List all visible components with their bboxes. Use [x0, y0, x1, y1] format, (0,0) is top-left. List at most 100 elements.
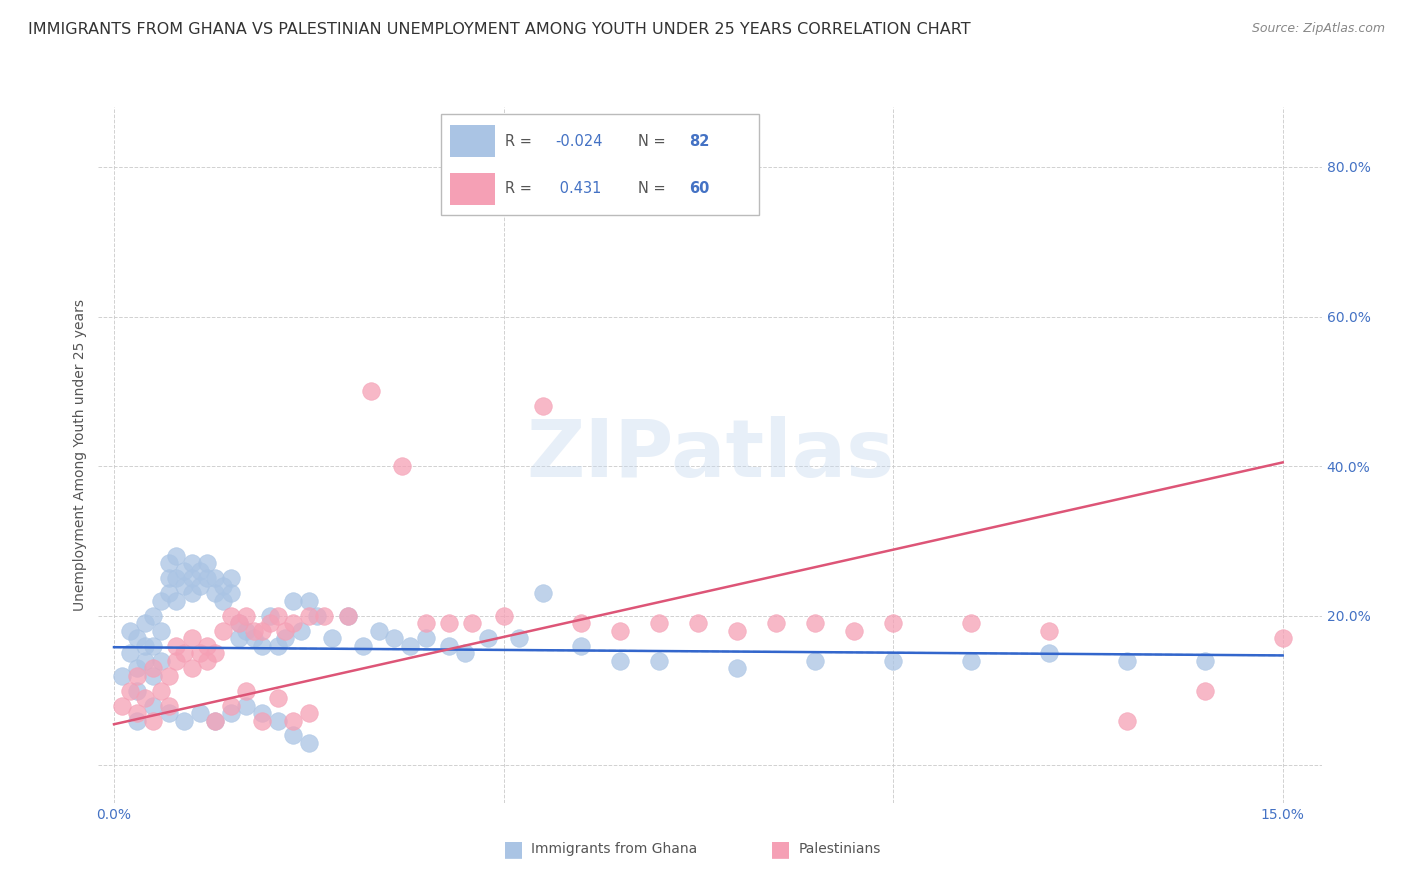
Point	[157, 698, 180, 713]
Point	[283, 729, 305, 743]
Point	[298, 736, 321, 750]
Point	[219, 706, 242, 720]
Point	[1194, 654, 1216, 668]
Point	[266, 714, 288, 728]
Text: Palestinians: Palestinians	[799, 842, 882, 856]
Point	[725, 624, 748, 638]
Point	[1115, 654, 1137, 668]
Point	[250, 714, 273, 728]
Point	[180, 571, 202, 585]
Point	[127, 668, 149, 682]
Point	[648, 616, 671, 631]
Point	[259, 608, 281, 623]
Point	[235, 698, 257, 713]
Point	[149, 654, 172, 668]
Point	[180, 631, 202, 645]
Point	[250, 624, 273, 638]
Point	[134, 691, 156, 706]
Point	[882, 616, 904, 631]
Point	[127, 631, 149, 645]
Point	[960, 616, 983, 631]
Point	[118, 624, 141, 638]
Point	[197, 571, 219, 585]
Point	[173, 579, 195, 593]
Point	[571, 616, 593, 631]
Point	[437, 616, 460, 631]
Point	[571, 639, 593, 653]
Point	[609, 654, 631, 668]
Point	[157, 706, 180, 720]
Point	[321, 631, 343, 645]
Point	[235, 624, 257, 638]
Point	[197, 654, 219, 668]
Point	[180, 557, 202, 571]
Point	[149, 683, 172, 698]
Point	[157, 557, 180, 571]
Point	[127, 706, 149, 720]
Point	[243, 624, 266, 638]
Point	[336, 608, 359, 623]
Point	[142, 698, 165, 713]
Point	[274, 624, 297, 638]
Point	[228, 616, 250, 631]
Point	[157, 586, 180, 600]
Point	[173, 646, 195, 660]
Point	[142, 668, 165, 682]
Point	[415, 616, 437, 631]
Point	[188, 579, 211, 593]
Point	[142, 639, 165, 653]
Point	[188, 646, 211, 660]
Point	[384, 631, 406, 645]
Point	[134, 616, 156, 631]
Text: ■: ■	[770, 839, 790, 859]
Point	[688, 616, 710, 631]
Point	[118, 683, 141, 698]
Point	[259, 616, 281, 631]
Point	[142, 661, 165, 675]
Point	[844, 624, 866, 638]
Point	[180, 586, 202, 600]
Point	[127, 714, 149, 728]
Point	[149, 624, 172, 638]
Point	[960, 654, 983, 668]
Point	[274, 631, 297, 645]
Point	[531, 586, 554, 600]
Point	[165, 639, 187, 653]
Point	[204, 646, 226, 660]
Point	[165, 571, 187, 585]
Point	[477, 631, 499, 645]
Point	[204, 714, 226, 728]
Point	[142, 608, 165, 623]
Point	[437, 639, 460, 653]
Point	[283, 714, 305, 728]
Point	[212, 624, 235, 638]
Point	[1038, 646, 1060, 660]
Point	[399, 639, 422, 653]
Point	[127, 661, 149, 675]
Point	[314, 608, 336, 623]
Point	[804, 616, 827, 631]
Point	[197, 639, 219, 653]
Point	[609, 624, 631, 638]
Point	[212, 594, 235, 608]
Point	[188, 564, 211, 578]
Point	[219, 608, 242, 623]
Point	[1115, 714, 1137, 728]
Point	[250, 639, 273, 653]
Point	[391, 459, 413, 474]
Point	[298, 594, 321, 608]
Point	[804, 654, 827, 668]
Point	[352, 639, 374, 653]
Point	[235, 683, 257, 698]
Point	[461, 616, 484, 631]
Point	[415, 631, 437, 645]
Point	[508, 631, 530, 645]
Point	[492, 608, 515, 623]
Point	[1194, 683, 1216, 698]
Point	[118, 646, 141, 660]
Point	[298, 608, 321, 623]
Point	[228, 631, 250, 645]
Point	[219, 698, 242, 713]
Point	[142, 714, 165, 728]
Point	[765, 616, 787, 631]
